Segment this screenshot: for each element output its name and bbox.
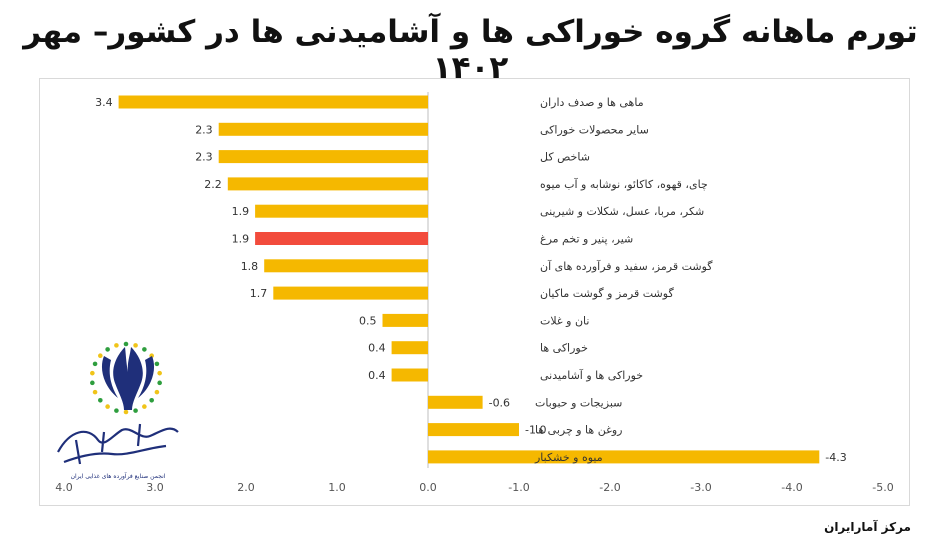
- logo-star: [123, 341, 129, 347]
- value-label: -4.3: [825, 451, 846, 464]
- value-label: 0.4: [368, 369, 386, 382]
- bar: [218, 122, 428, 136]
- category-label: گوشت قرمز، سفید و فرآورده های آن: [540, 259, 713, 273]
- value-label: 0.5: [359, 314, 377, 327]
- category-label: سبزیجات و حبوبات: [535, 396, 622, 409]
- category-label: خوراکی ها: [540, 342, 588, 355]
- bar: [273, 286, 428, 300]
- logo-star: [157, 380, 162, 386]
- logo-star: [154, 389, 160, 395]
- logo-star-ring: [90, 341, 162, 415]
- logo-star: [98, 353, 103, 359]
- value-label: 1.8: [241, 260, 259, 273]
- logo-star: [133, 343, 138, 348]
- logo-star: [90, 370, 95, 376]
- logo-star: [105, 404, 110, 409]
- bar: [428, 450, 820, 464]
- logo-star: [157, 370, 162, 376]
- logo-star: [114, 408, 119, 413]
- logo-caption: انجمن صنایع فرآورده های غذایی ایران: [71, 471, 166, 480]
- logo-star: [98, 397, 103, 403]
- category-label: ماهی ها و صدف داران: [540, 96, 644, 109]
- bar: [118, 95, 428, 109]
- bar: [391, 368, 428, 382]
- x-tick-label: 3.0: [146, 481, 164, 494]
- category-label: شاخص کل: [540, 151, 590, 164]
- value-label: 2.3: [195, 123, 213, 136]
- logo-star: [133, 408, 138, 413]
- logo-star: [154, 361, 160, 367]
- value-label: 2.2: [204, 178, 222, 191]
- logo-star: [149, 397, 154, 403]
- bar: [255, 204, 428, 218]
- x-tick-labels: 4.0 3.0 2.0 1.0 0.0 -1.0 -2.0 -3.0 -4.0 -5.0: [55, 481, 893, 494]
- chart-title: تورم ماهانه گروه خوراکی ها و آشامیدنی ها…: [23, 14, 918, 86]
- x-tick-label: -3.0: [690, 481, 711, 494]
- bar: [428, 423, 519, 437]
- logo-star: [92, 389, 98, 395]
- logo-right-wing-icon: [138, 356, 155, 398]
- x-tick-label: 4.0: [55, 481, 73, 494]
- category-label: چای، قهوه، کاکائو، نوشابه و آب میوه: [540, 177, 708, 191]
- x-tick-label: -2.0: [599, 481, 620, 494]
- category-label: نان و غلات: [540, 314, 589, 327]
- x-tick-label: -4.0: [781, 481, 802, 494]
- value-label: 3.4: [95, 96, 113, 109]
- logo-star: [105, 347, 110, 352]
- bars-group: 3.4 ماهی ها و صدف داران 2.3 سایر محصولات خو…: [95, 95, 847, 464]
- value-label: 1.9: [232, 205, 250, 218]
- x-tick-label: 0.0: [419, 481, 437, 494]
- logo-star: [142, 404, 147, 409]
- bar: [255, 232, 428, 245]
- category-label: روغن ها و چربی ها: [535, 424, 622, 437]
- bar: [218, 150, 428, 164]
- logo-calligraphy-icon: [57, 423, 179, 465]
- x-tick-label: 1.0: [328, 481, 346, 494]
- bar: [428, 395, 483, 409]
- bar: [227, 177, 428, 191]
- value-label: 0.4: [368, 342, 386, 355]
- value-label: -1.0: [525, 424, 546, 437]
- x-tick-label: -5.0: [872, 481, 893, 494]
- logo-star: [92, 361, 98, 367]
- logo-left-wing-icon: [101, 356, 118, 398]
- category-label: گوشت قرمز و گوشت ماکیان: [540, 287, 674, 300]
- x-tick-label: -1.0: [508, 481, 529, 494]
- bar: [382, 313, 428, 327]
- value-label: 1.9: [232, 233, 250, 246]
- bar: [264, 259, 428, 273]
- logo-star: [90, 380, 95, 386]
- source-label: مرکز آمارایران: [824, 520, 911, 534]
- category-label: خوراکی ها و آشامیدنی: [540, 368, 643, 382]
- logo-star: [123, 409, 129, 415]
- value-label: 1.7: [250, 287, 268, 300]
- logo-hands-icon: [113, 347, 143, 410]
- logo-star: [114, 343, 119, 348]
- logo-star: [142, 347, 147, 352]
- value-label: 2.3: [195, 151, 213, 164]
- organization-logo: انجمن صنایع فرآورده های غذایی ایران: [57, 341, 179, 480]
- value-label: -0.6: [489, 396, 510, 409]
- category-label: شیر، پنیر و تخم مرغ: [540, 233, 633, 246]
- x-tick-label: 2.0: [237, 481, 255, 494]
- category-label: شکر، مربا، عسل، شکلات و شیرینی: [540, 205, 704, 218]
- bar: [391, 341, 428, 355]
- category-label: سایر محصولات خوراکی: [540, 123, 649, 136]
- category-label: میوه و خشکبار: [534, 451, 603, 464]
